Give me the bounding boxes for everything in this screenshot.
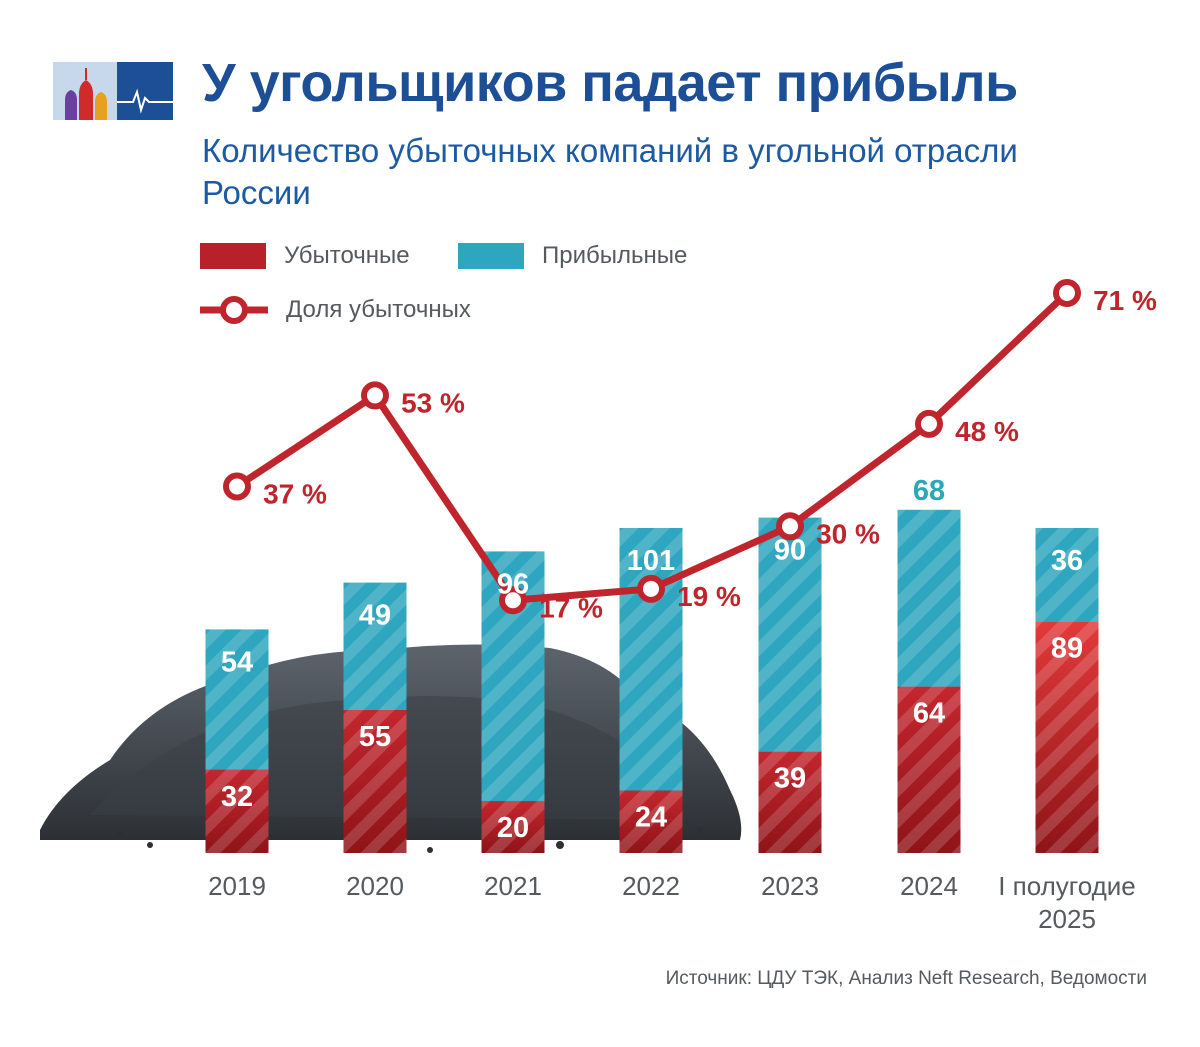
legend-label-profit: Прибыльные (542, 242, 688, 269)
share-label: 17 % (539, 592, 603, 623)
bar-loss-label: 64 (913, 698, 945, 730)
labels-layer: 3254201955492020209620212410120223990202… (208, 285, 1157, 934)
bar-profit-label: 68 (913, 475, 945, 507)
bar-profit-label: 36 (1051, 545, 1083, 577)
legend-item-share: Доля убыточных (200, 295, 471, 325)
share-point (499, 586, 527, 615)
bar-profit-label: 49 (359, 600, 391, 632)
bar-profit-hatch (758, 517, 822, 752)
share-label: 19 % (677, 581, 741, 612)
share-label: 53 % (401, 387, 465, 418)
bar-profit-hatch (343, 582, 407, 710)
bar-loss-hatch (1035, 621, 1099, 853)
bar-profit-label: 54 (221, 646, 253, 678)
source-note: Источник: ЦДУ ТЭК, Анализ Neft Research,… (665, 968, 1147, 989)
share-label: 48 % (955, 416, 1019, 447)
page-title: У угольщиков падает прибыль (202, 53, 1018, 113)
bar-loss-label: 24 (635, 802, 667, 834)
share-point (637, 574, 665, 603)
legend-item-loss: Убыточные (200, 242, 410, 270)
bar-loss-label: 55 (359, 721, 391, 753)
share-point (361, 381, 389, 410)
bar-profit-label: 90 (774, 535, 806, 567)
x-tick-label: 2024 (900, 871, 958, 901)
legend-swatch-profit (458, 243, 524, 269)
bar-profit-label: 96 (497, 568, 529, 600)
x-tick-label: 2022 (622, 871, 680, 901)
page-subtitle: Количество убыточных компаний в угольной… (202, 132, 1018, 211)
legend-label-share: Доля убыточных (286, 296, 471, 323)
bar-loss-hatch (481, 801, 545, 853)
bar-loss-label: 89 (1051, 633, 1083, 665)
bar-loss-label: 39 (774, 763, 806, 795)
bar-profit-hatch (205, 629, 269, 770)
share-point (223, 472, 251, 501)
share-label: 37 % (263, 478, 327, 509)
share-point (776, 512, 804, 541)
x-tick-label: 2020 (346, 871, 404, 901)
bar-profit-hatch (1035, 528, 1099, 622)
x-tick-label: 2019 (208, 871, 266, 901)
bar-loss-hatch (619, 790, 683, 853)
x-tick-label: I полугодие (998, 871, 1136, 901)
bars-layer (205, 509, 1099, 853)
bar-profit-hatch (619, 528, 683, 791)
share-label: 30 % (816, 518, 880, 549)
legend-line-marker (200, 296, 268, 324)
legend-label-loss: Убыточные (284, 242, 410, 269)
x-tick-label: 2025 (1038, 904, 1096, 934)
bar-loss-hatch (343, 710, 407, 853)
share-line-layer (223, 279, 1081, 615)
bar-loss-label: 20 (497, 812, 529, 844)
bar-loss-hatch (758, 751, 822, 853)
bar-loss-label: 32 (221, 781, 253, 813)
x-tick-label: 2023 (761, 871, 819, 901)
bar-profit-label: 101 (627, 545, 675, 577)
share-label: 71 % (1093, 285, 1157, 316)
bar-profit-hatch (897, 509, 961, 687)
legend-swatch-loss (200, 243, 266, 269)
bar-loss-hatch (205, 769, 269, 853)
share-point (1053, 279, 1081, 308)
x-tick-label: 2021 (484, 871, 542, 901)
share-point (915, 409, 943, 438)
bar-loss-hatch (897, 686, 961, 853)
legend-item-profit: Прибыльные (458, 242, 687, 270)
brand-logo (53, 62, 173, 120)
